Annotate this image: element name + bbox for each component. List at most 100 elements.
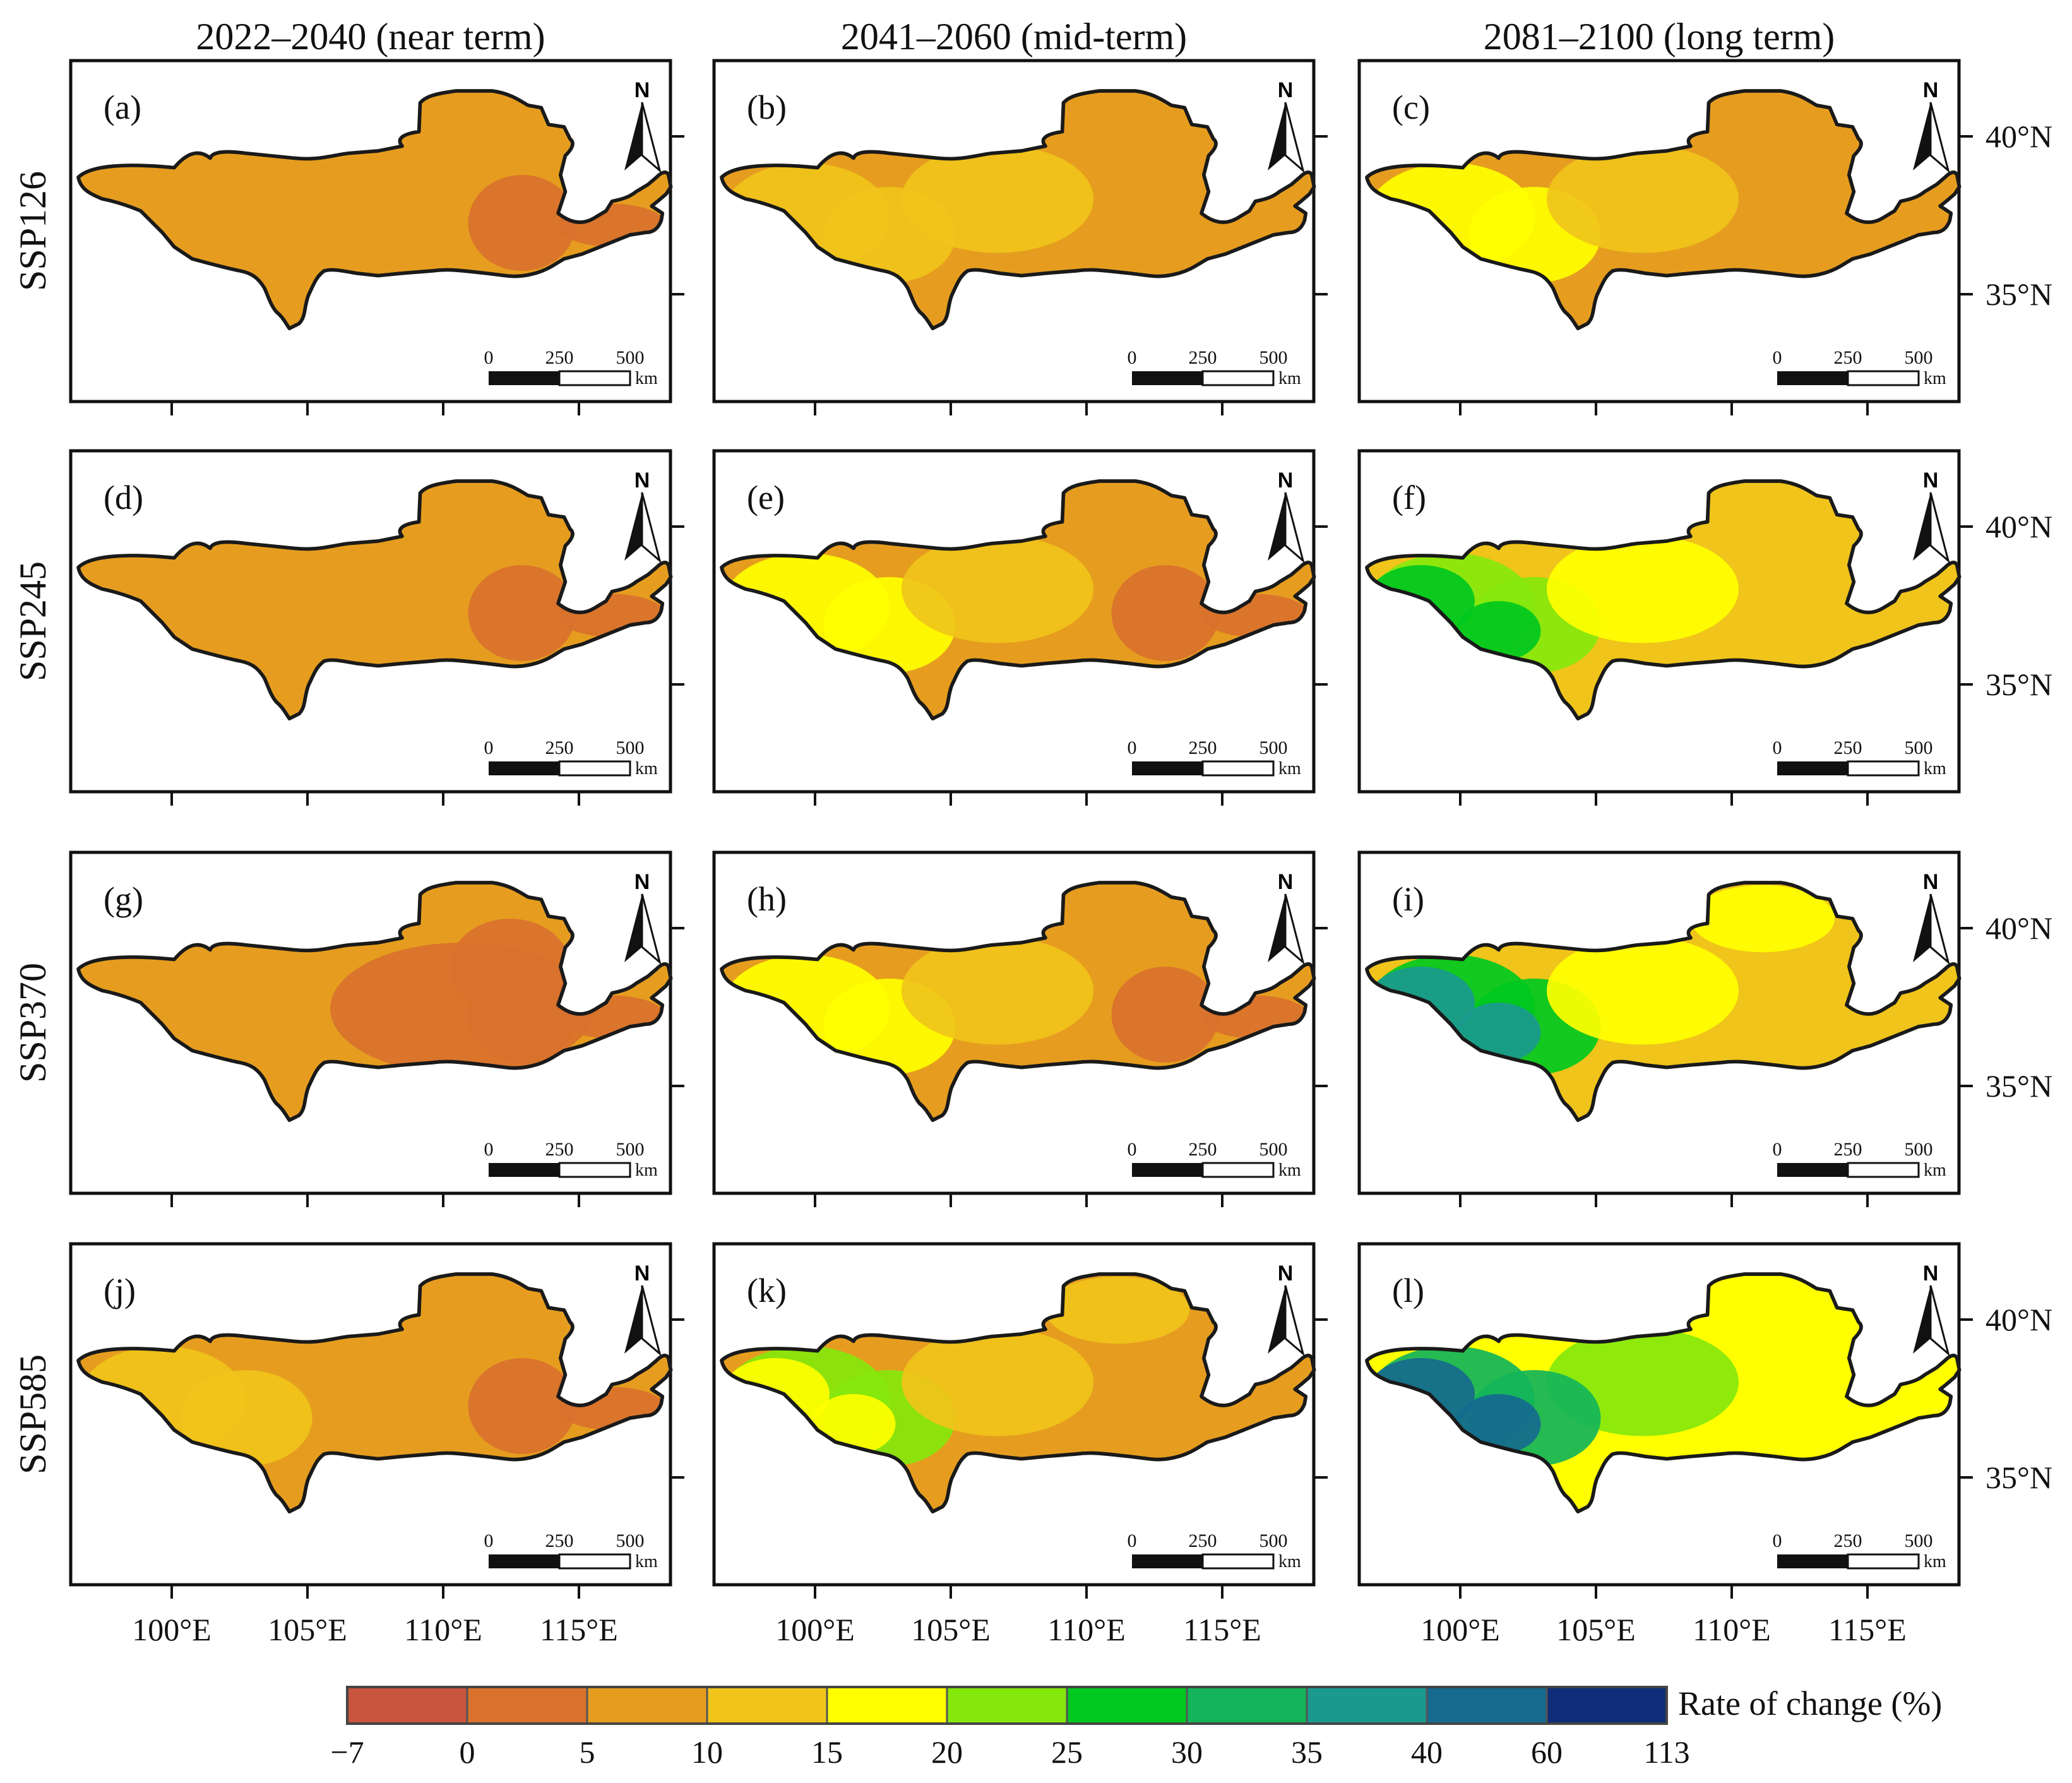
scale-bar-tick: 0 [1128,737,1137,758]
row-header: SSP585 [12,1354,54,1474]
change-patch [902,535,1093,643]
scale-bar-tick: 500 [616,1139,645,1160]
legend-tick-label: 15 [811,1734,843,1770]
change-patch [1547,145,1739,253]
north-arrow-icon: N [624,870,662,965]
north-label: N [1923,468,1939,492]
scale-bar-tick: 250 [1189,737,1217,758]
legend-tick-label: 113 [1643,1734,1689,1770]
longitude-label: 110°E [404,1612,482,1647]
scale-bar-tick: 250 [1189,1139,1217,1160]
scale-bar-tick: 500 [1905,1139,1933,1160]
scale-bar-unit: km [635,759,658,778]
scale-bar-unit: km [1924,1552,1946,1571]
scale-bar-unit: km [1924,759,1946,778]
legend-tick-label: 0 [460,1734,475,1770]
legend-swatch [586,1686,708,1725]
scale-bar-tick: 250 [1834,347,1862,368]
legend-tick-label: 30 [1171,1734,1203,1770]
latitude-label: 35°N [1986,1068,2052,1104]
column-header: 2081–2100 (long term) [1484,16,1835,57]
panel-label: (e) [747,479,785,516]
scale-bar-tick: 0 [484,737,494,758]
scale-bar-tick: 500 [1259,1530,1288,1551]
legend-tick-label: 25 [1051,1734,1083,1770]
panel-label: (k) [747,1272,787,1309]
scale-bar-tick: 0 [1773,737,1782,758]
scale-bar-tick: 250 [545,1139,574,1160]
legend-tick-label: 20 [931,1734,963,1770]
panel-label: (c) [1392,88,1430,126]
change-patch [1691,885,1835,953]
scale-bar-tick: 500 [1905,1530,1933,1551]
change-patch [1111,967,1220,1063]
north-label: N [634,468,650,492]
north-label: N [1923,870,1939,894]
north-arrow-icon: N [624,468,662,564]
latitude-label: 40°N [1986,1302,2052,1337]
legend-tick-label: 35 [1291,1734,1323,1770]
scale-bar-tick: 250 [1834,1139,1862,1160]
panel-label: (j) [104,1272,136,1309]
scale-bar-tick: 500 [1259,347,1288,368]
longitude-label: 100°E [132,1612,211,1647]
legend-swatch [346,1686,468,1725]
latitude-label: 35°N [1986,667,2052,702]
north-label: N [1278,870,1294,894]
scale-bar-tick: 250 [545,1530,574,1551]
legend-swatch [1306,1686,1428,1725]
north-arrow-icon: N [1913,468,1950,564]
change-patch [468,565,576,661]
north-arrow-icon: N [1268,870,1305,965]
legend-swatch [1545,1686,1668,1725]
north-label: N [634,78,650,102]
legend-title: Rate of change (%) [1678,1685,1942,1722]
scale-bar-unit: km [1278,1160,1301,1180]
north-label: N [1278,1261,1294,1285]
north-arrow-icon: N [1913,1261,1950,1357]
north-arrow-icon: N [624,78,662,174]
column-header: 2041–2060 (mid-term) [841,16,1187,57]
legend: −7 0 5 10 15 20 25 30 35 40 60 113 Rate of change (%… [330,1685,1942,1770]
change-patch [1111,565,1220,661]
longitude-label: 110°E [1047,1612,1126,1647]
scale-bar-unit: km [635,1160,658,1180]
scale-bar-tick: 0 [1773,347,1782,368]
scale-bar-tick: 0 [1128,347,1137,368]
row-header: SSP370 [12,963,54,1083]
legend-swatch [1066,1686,1188,1725]
longitude-label: 110°E [1693,1612,1771,1647]
scale-bar-tick: 500 [616,347,645,368]
scale-bar-unit: km [1278,1552,1301,1571]
legend-swatch [1186,1686,1308,1725]
change-patch [1547,535,1739,643]
scale-bar-tick: 250 [1189,1530,1217,1551]
scale-bar-tick: 250 [1834,737,1862,758]
change-patch [1045,1276,1189,1344]
legend-tick-label: 40 [1411,1734,1443,1770]
scale-bar-tick: 0 [484,347,494,368]
scale-bar-tick: 500 [1905,347,1933,368]
change-patch [468,967,576,1063]
legend-swatch [1426,1686,1548,1725]
longitude-label: 100°E [775,1612,855,1647]
latitude-label: 40°N [1986,509,2052,544]
scale-bar-unit: km [1924,1160,1946,1180]
change-patch [180,1370,313,1466]
panel-label: (i) [1392,880,1424,918]
scale-bar-tick: 500 [1905,737,1933,758]
